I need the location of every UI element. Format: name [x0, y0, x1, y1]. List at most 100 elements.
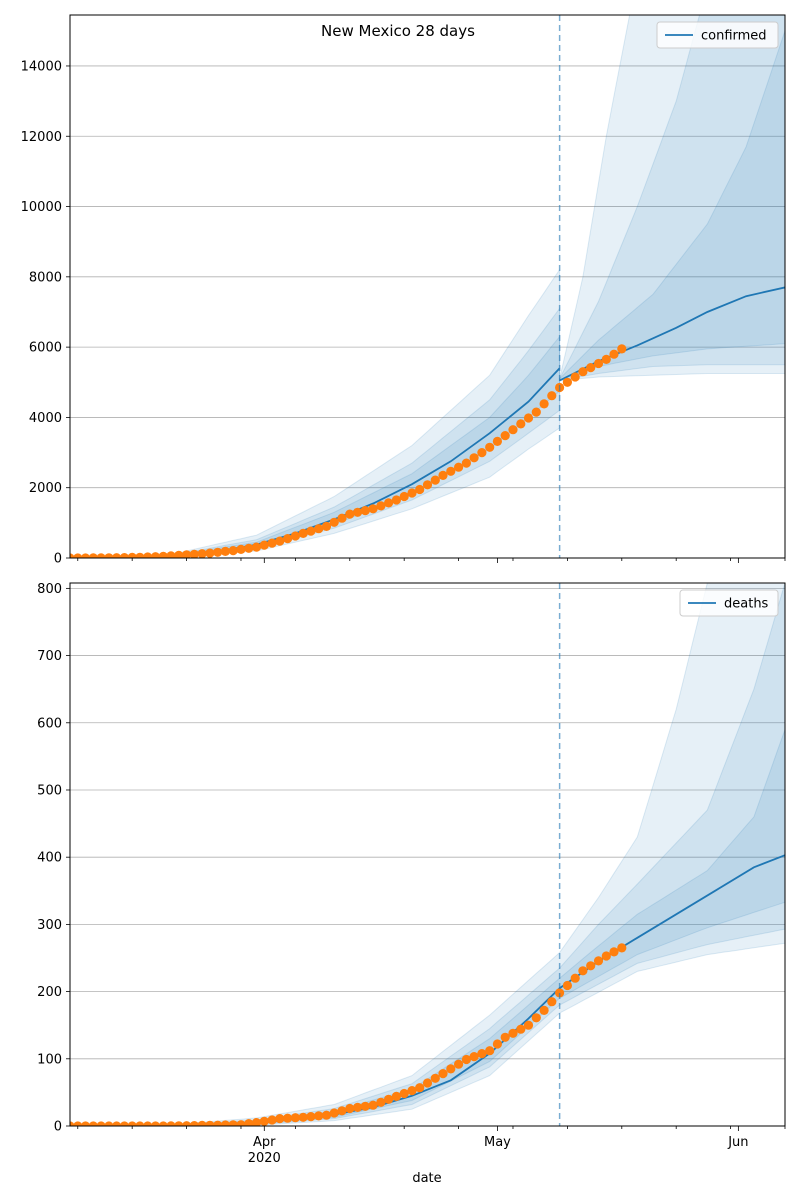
- data-point: [80, 1121, 91, 1126]
- data-point: [228, 546, 238, 556]
- y-tick-label: 800: [37, 582, 62, 597]
- legend-box: [679, 589, 779, 617]
- data-point: [298, 1112, 308, 1122]
- data-point: [477, 1049, 487, 1059]
- data-point: [415, 484, 425, 495]
- data-point: [376, 1097, 386, 1107]
- data-point: [80, 553, 91, 558]
- data-point: [586, 363, 596, 373]
- data-point: [422, 1078, 433, 1088]
- x-axis-label: date: [412, 1171, 441, 1186]
- data-point: [391, 1091, 401, 1101]
- y-tick-label: 10000: [21, 200, 62, 215]
- data-point: [415, 1083, 425, 1093]
- y-tick-label: 500: [37, 783, 62, 798]
- data-point: [578, 367, 588, 377]
- data-point: [586, 961, 596, 971]
- data-point: [143, 1121, 153, 1126]
- data-point: [213, 547, 223, 557]
- data-point: [345, 1103, 355, 1114]
- data-point: [539, 399, 549, 409]
- data-point: [469, 453, 479, 463]
- data-point: [143, 552, 153, 558]
- data-point: [539, 1005, 549, 1016]
- data-point: [477, 448, 487, 458]
- data-point: [88, 553, 98, 558]
- data-point: [306, 1112, 316, 1122]
- data-point: [314, 524, 324, 534]
- y-tick-label: 0: [54, 1120, 62, 1135]
- data-point: [112, 1121, 122, 1126]
- y-tick-label: 12000: [21, 130, 62, 145]
- data-point: [547, 391, 557, 401]
- data-point: [601, 951, 611, 961]
- y-tick-label: 14000: [21, 59, 62, 74]
- uncertainty-band: [559, 15, 785, 382]
- data-point: [228, 1120, 238, 1126]
- data-point: [220, 546, 230, 557]
- data-point: [321, 521, 332, 532]
- data-point: [500, 431, 510, 441]
- data-point: [570, 973, 580, 983]
- data-point: [96, 553, 106, 558]
- data-point: [267, 1115, 277, 1125]
- y-tick-label: 2000: [29, 481, 62, 496]
- legend-box: [656, 21, 779, 49]
- data-point: [329, 1108, 339, 1118]
- data-point: [500, 1032, 510, 1042]
- data-point: [609, 349, 619, 359]
- data-point: [492, 436, 502, 446]
- y-tick-label: 100: [37, 1052, 62, 1067]
- data-point: [360, 506, 370, 516]
- data-point: [275, 536, 285, 546]
- data-point: [135, 552, 145, 558]
- data-point: [454, 1059, 464, 1069]
- data-point: [516, 419, 526, 429]
- data-point: [197, 1120, 207, 1126]
- data-point: [150, 552, 161, 558]
- data-point: [593, 956, 604, 966]
- data-point: [360, 1101, 370, 1111]
- data-point: [251, 542, 262, 552]
- data-point: [508, 1028, 518, 1038]
- data-point: [485, 442, 495, 452]
- data-point: [407, 1086, 417, 1096]
- y-tick-label: 6000: [29, 341, 62, 356]
- data-point: [166, 551, 176, 558]
- data-point: [329, 517, 339, 527]
- data-point: [516, 1024, 526, 1034]
- data-point: [135, 1121, 145, 1126]
- data-point: [399, 1088, 409, 1099]
- data-point: [158, 1121, 168, 1126]
- x-tick-label: May: [484, 1135, 511, 1150]
- data-point: [617, 943, 627, 953]
- data-point: [461, 1054, 471, 1065]
- legend-label: deaths: [724, 597, 769, 612]
- data-point: [430, 475, 440, 485]
- data-point: [353, 1102, 363, 1112]
- data-point: [205, 548, 215, 558]
- data-point: [259, 1116, 269, 1126]
- data-point: [96, 1121, 106, 1126]
- data-point: [555, 988, 565, 998]
- data-point: [485, 1046, 495, 1056]
- y-tick-label: 400: [37, 851, 62, 866]
- data-point: [438, 1069, 448, 1079]
- x-tick-label: Apr: [253, 1135, 276, 1150]
- data-point: [399, 491, 409, 502]
- data-point: [570, 372, 580, 382]
- data-point: [562, 377, 573, 387]
- data-point: [174, 1121, 184, 1126]
- data-point: [438, 470, 448, 480]
- legend-label: confirmed: [701, 29, 767, 44]
- data-point: [290, 531, 300, 541]
- data-point: [531, 1013, 541, 1023]
- data-point: [345, 509, 355, 519]
- legend: deaths: [679, 589, 779, 617]
- data-point: [205, 1120, 215, 1126]
- data-point: [73, 1121, 83, 1126]
- uncertainty-band: [559, 30, 785, 382]
- y-tick-label: 0: [54, 552, 62, 567]
